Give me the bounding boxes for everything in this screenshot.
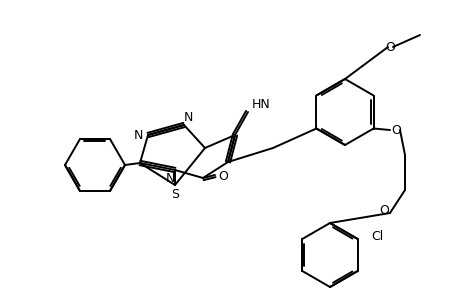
Text: N: N [183, 110, 192, 124]
Text: S: S [171, 188, 179, 202]
Text: N: N [133, 128, 142, 142]
Text: O: O [378, 205, 388, 218]
Text: Cl: Cl [371, 230, 383, 244]
Text: O: O [384, 40, 394, 53]
Text: O: O [390, 124, 400, 136]
Text: HN: HN [252, 98, 270, 110]
Text: N: N [165, 172, 174, 184]
Text: O: O [218, 170, 228, 184]
